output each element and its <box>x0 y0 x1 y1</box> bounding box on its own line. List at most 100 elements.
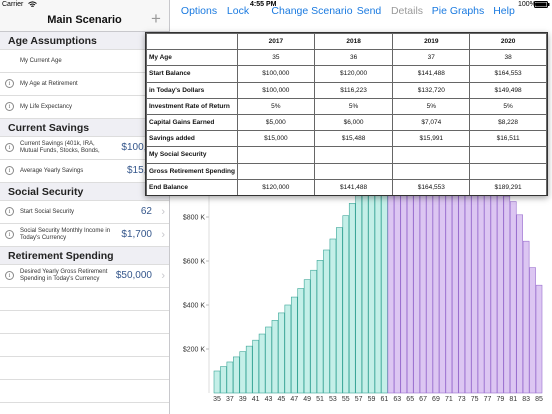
table-row: Capital Gains Earned $5,000 $6,000 $7,074 $8… <box>146 113 547 132</box>
toolbar-button[interactable]: Options <box>180 5 218 17</box>
add-button[interactable]: + <box>151 9 161 28</box>
x-tick-label: 51 <box>316 396 324 403</box>
empty-row <box>0 403 169 414</box>
info-icon[interactable]: i <box>5 271 14 280</box>
bar <box>368 195 375 394</box>
bar <box>413 195 420 394</box>
x-tick-label: 77 <box>484 396 492 403</box>
x-tick-label: 85 <box>535 396 543 403</box>
row-value: $1,700 <box>121 229 152 240</box>
row-value: $50,000 <box>115 270 152 281</box>
bar <box>310 269 317 394</box>
bar <box>503 195 511 394</box>
toolbar-button[interactable]: Send <box>356 5 382 17</box>
wifi-icon <box>28 1 37 7</box>
year-header: 2018 <box>313 33 394 51</box>
table-cell: $120,000 <box>236 178 315 195</box>
info-icon[interactable]: i <box>5 166 14 175</box>
bar <box>381 195 388 394</box>
bar <box>529 267 536 394</box>
x-tick-label: 43 <box>265 396 273 403</box>
info-icon[interactable]: i <box>5 207 14 216</box>
row-label: My Age <box>146 49 238 67</box>
bar <box>451 195 459 394</box>
y-tick-label: $200 K <box>183 347 206 354</box>
toolbar-button[interactable]: Pie Graphs <box>431 5 485 17</box>
table-cell: $15,991 <box>392 130 471 148</box>
table-cell: $120,000 <box>313 65 394 83</box>
toolbar-button[interactable]: Lock <box>226 5 250 17</box>
bar <box>233 356 240 394</box>
table-cell: $189,291 <box>469 178 547 195</box>
bar <box>284 304 292 394</box>
toolbar-button[interactable]: Help <box>493 5 515 17</box>
setting-row[interactable]: i Social Security Monthly Income in Today… <box>0 224 169 247</box>
setting-row[interactable]: My Current Age› <box>0 50 169 73</box>
bar <box>490 195 498 394</box>
empty-row <box>0 288 169 311</box>
sidebar-header: Main Scenario + <box>0 0 169 32</box>
year-header: 2017 <box>236 33 315 51</box>
section-header: Social Security <box>0 183 169 201</box>
table-cell: 38 <box>469 49 547 67</box>
row-label: Savings added <box>146 130 238 148</box>
setting-row[interactable]: i Start Social Security 62 › <box>0 201 169 224</box>
table-cell: $164,553 <box>392 178 471 195</box>
x-tick-label: 53 <box>329 396 337 403</box>
table-row: My Age 35 36 37 38 <box>146 49 547 67</box>
bar <box>445 195 453 394</box>
row-label: My Life Expectancy <box>20 103 73 110</box>
table-cell: $8,228 <box>469 113 547 132</box>
table-cell: $149,498 <box>469 81 547 99</box>
setting-row[interactable]: i Desired Yearly Gross Retirement Spendin… <box>0 265 169 288</box>
setting-row[interactable]: i Current Savings (401k, IRA, Mutual Fund… <box>0 137 169 160</box>
x-tick-label: 35 <box>213 396 221 403</box>
bar <box>361 195 369 394</box>
bar <box>355 195 362 394</box>
table-cell: 37 <box>392 49 471 67</box>
row-label: Start Balance <box>146 65 238 83</box>
setting-row[interactable]: iMy Age at Retirement› <box>0 73 169 96</box>
setting-row[interactable]: iMy Life Expectancy› <box>0 96 169 119</box>
bar <box>342 215 350 394</box>
x-tick-label: 59 <box>368 396 376 403</box>
y-tick-label: $400 K <box>183 303 206 310</box>
row-label: Desired Yearly Gross Retirement Spending… <box>20 269 108 282</box>
table-cell: $15,000 <box>236 130 315 148</box>
table-cell: $7,074 <box>392 113 471 132</box>
x-tick-label: 69 <box>432 396 440 403</box>
table-cell: $116,223 <box>313 81 394 99</box>
info-icon[interactable]: i <box>5 230 14 239</box>
table-cell: 35 <box>236 49 315 67</box>
x-tick-label: 47 <box>290 396 298 403</box>
x-tick-label: 41 <box>252 396 260 403</box>
table-cell: $141,488 <box>392 65 471 83</box>
info-icon[interactable]: i <box>5 143 14 152</box>
bar <box>258 333 266 394</box>
bar <box>290 296 298 394</box>
empty-row <box>0 357 169 380</box>
table-cell: $100,000 <box>236 65 315 83</box>
table-cell: $164,553 <box>469 65 547 83</box>
x-tick-label: 39 <box>239 396 247 403</box>
bar <box>252 339 259 394</box>
chevron: › <box>161 206 165 218</box>
info-icon[interactable]: i <box>5 102 14 111</box>
row-label: Start Social Security <box>20 208 75 215</box>
bar <box>336 227 343 394</box>
x-tick-label: 61 <box>381 396 389 403</box>
table-cell: 5% <box>392 97 471 115</box>
row-label: My Current Age <box>20 57 62 64</box>
toolbar-button[interactable]: Change Scenario <box>271 5 353 17</box>
info-icon[interactable]: i <box>5 79 14 88</box>
bar <box>348 203 356 394</box>
table-cell: $141,488 <box>313 178 394 195</box>
x-tick-label: 79 <box>496 396 504 403</box>
x-tick-label: 37 <box>226 396 234 403</box>
row-label: in Today's Dollars <box>146 81 238 99</box>
table-cell: $5,000 <box>236 113 315 132</box>
